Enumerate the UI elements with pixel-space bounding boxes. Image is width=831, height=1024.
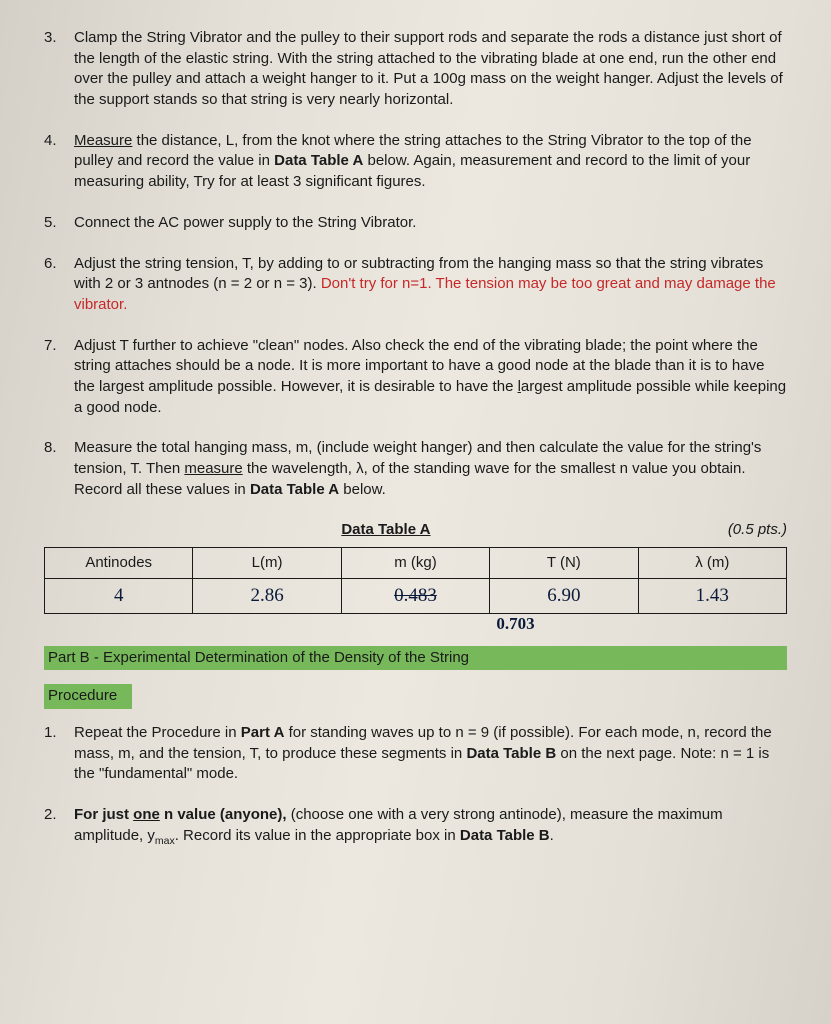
- procedure-heading: Procedure: [44, 684, 132, 709]
- table-title-row: Data Table A (0.5 pts.): [44, 520, 787, 541]
- step-text: below.: [339, 481, 386, 498]
- table-ref: Data Table B: [466, 745, 556, 762]
- table-row: 4 2.86 0.483 6.90 1.43: [45, 579, 787, 614]
- measure-word: Measure: [74, 132, 132, 149]
- step-text: .: [550, 827, 554, 844]
- step-number: 5.: [44, 213, 57, 234]
- step-number: 2.: [44, 805, 57, 826]
- step-number: 4.: [44, 131, 57, 152]
- cell-wavelength: 1.43: [638, 579, 786, 614]
- part-b-steps: 1. Repeat the Procedure in Part A for st…: [44, 723, 787, 848]
- one-word: one: [133, 806, 160, 823]
- part-b-heading: Part B - Experimental Determination of t…: [44, 646, 787, 671]
- col-antinodes: Antinodes: [45, 548, 193, 579]
- measure-word: measure: [184, 460, 242, 477]
- data-table-a: Antinodes L(m) m (kg) T (N) λ (m) 4 2.86…: [44, 547, 787, 614]
- bold-tail: n value (anyone),: [160, 806, 287, 823]
- worksheet-page: 3. Clamp the String Vibrator and the pul…: [0, 0, 831, 1024]
- table-ref: Data Table A: [250, 481, 339, 498]
- mass-strikeout: 0.483: [394, 585, 437, 606]
- step-7: 7. Adjust T further to achieve "clean" n…: [44, 336, 787, 419]
- step-6: 6. Adjust the string tension, T, by addi…: [44, 254, 787, 316]
- table-ref: Data Table B: [460, 827, 550, 844]
- table-title: Data Table A: [341, 521, 430, 538]
- cell-mass: 0.483: [341, 579, 489, 614]
- col-length: L(m): [193, 548, 341, 579]
- cell-tension: 6.90: [490, 579, 638, 614]
- part-a-steps: 3. Clamp the String Vibrator and the pul…: [44, 28, 787, 500]
- step-number: 8.: [44, 438, 57, 459]
- table-ref: Data Table A: [274, 152, 363, 169]
- step-text: . Record its value in the appropriate bo…: [175, 827, 460, 844]
- step-b2: 2. For just one n value (anyone), (choos…: [44, 805, 787, 848]
- step-number: 1.: [44, 723, 57, 744]
- mass-correction: 0.703: [44, 612, 787, 635]
- step-text: Clamp the String Vibrator and the pulley…: [74, 29, 783, 108]
- step-number: 6.: [44, 254, 57, 275]
- step-text: Repeat the Procedure in: [74, 724, 241, 741]
- col-mass: m (kg): [341, 548, 489, 579]
- col-tension: T (N): [490, 548, 638, 579]
- step-number: 7.: [44, 336, 57, 357]
- bold-lead: For just: [74, 806, 133, 823]
- step-5: 5. Connect the AC power supply to the St…: [44, 213, 787, 234]
- cell-antinodes: 4: [45, 579, 193, 614]
- step-text: Connect the AC power supply to the Strin…: [74, 214, 416, 231]
- part-ref: Part A: [241, 724, 285, 741]
- table-header-row: Antinodes L(m) m (kg) T (N) λ (m): [45, 548, 787, 579]
- step-3: 3. Clamp the String Vibrator and the pul…: [44, 28, 787, 111]
- step-4: 4. Measure the distance, L, from the kno…: [44, 131, 787, 193]
- points-label: (0.5 pts.): [728, 520, 787, 541]
- col-wavelength: λ (m): [638, 548, 786, 579]
- subscript-max: max: [155, 835, 175, 847]
- cell-length: 2.86: [193, 579, 341, 614]
- step-8: 8. Measure the total hanging mass, m, (i…: [44, 438, 787, 500]
- step-number: 3.: [44, 28, 57, 49]
- step-b1: 1. Repeat the Procedure in Part A for st…: [44, 723, 787, 785]
